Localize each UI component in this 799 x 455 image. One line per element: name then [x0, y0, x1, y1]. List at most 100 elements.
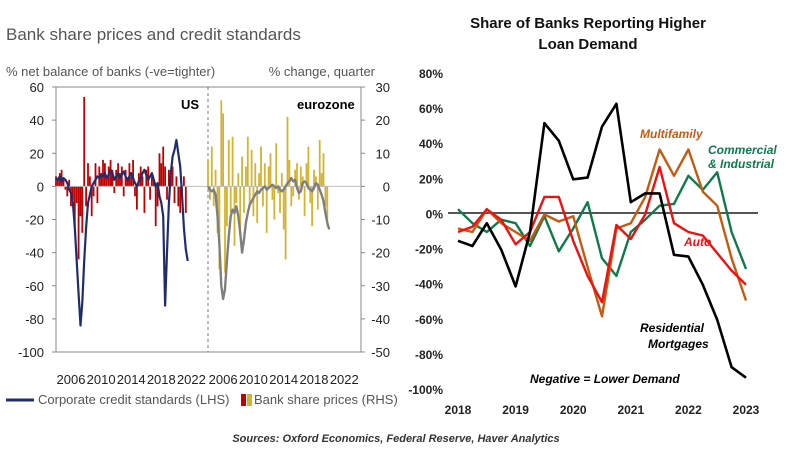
- bar-US-53: [154, 186, 157, 227]
- right-y-tick-6: -30: [371, 279, 390, 294]
- line-auto: [457, 165, 747, 304]
- bar-eurozone-8: [222, 113, 224, 187]
- series-label-multifamily: Multifamily: [640, 127, 704, 141]
- bar-US-63: [173, 186, 176, 203]
- bar-US-15: [83, 96, 86, 187]
- bar-US-24: [100, 173, 102, 187]
- bar-US-17: [87, 163, 89, 187]
- bar-US-27: [105, 176, 108, 187]
- left-y-tick-6: -60: [25, 279, 44, 294]
- bar-eurozone-57: [315, 176, 317, 187]
- bar-US-40: [130, 176, 133, 187]
- bar-eurozone-7: [220, 100, 223, 187]
- left-y-tick-0: 60: [30, 80, 44, 95]
- bar-US-4: [62, 179, 65, 187]
- bar-US-6: [66, 186, 69, 197]
- series-label-auto: Auto: [683, 235, 711, 249]
- bar-eurozone-11: [227, 140, 230, 187]
- bar-US-11: [75, 186, 78, 203]
- bar-eurozone-3: [212, 186, 215, 207]
- legend-label-bank: Bank share prices (RHS): [254, 392, 398, 407]
- bar-US-60: [168, 169, 170, 187]
- bar-eurozone-36: [275, 143, 278, 187]
- bar-eurozone-10: [226, 186, 228, 227]
- bar-US-46: [141, 176, 144, 187]
- left-chart-title: Bank share prices and credit standards: [6, 25, 301, 44]
- right-y-ticks-group: 80% 60% 40% 20% 0% -20% -40% -60% -80% -100%: [408, 67, 443, 397]
- bar-eurozone-1: [209, 186, 211, 200]
- bar-US-22: [96, 186, 99, 203]
- left-y-tick-2: 20: [30, 146, 44, 161]
- region-label-eurozone: eurozone: [297, 97, 355, 112]
- bar-eurozone-58: [316, 186, 319, 210]
- bar-US-58: [164, 166, 166, 187]
- bar-US-10: [73, 186, 76, 227]
- right-y-tick-5: -20: [371, 246, 390, 261]
- bar-US-49: [147, 166, 150, 187]
- bar-eurozone-12: [229, 186, 232, 213]
- bar-eurozone-32: [267, 166, 270, 187]
- right-chart-x-tick-0: 2018: [445, 403, 472, 417]
- right-y-tick-3: 0: [383, 179, 390, 194]
- bar-US-43: [136, 186, 138, 210]
- right-y-tick-2: 10: [376, 146, 390, 161]
- right-y-tick-0: 30: [376, 80, 390, 95]
- right-x-ticks: 2018 2019 2020 2021 2022 2023: [445, 403, 760, 417]
- left-x-tick-5: 2006: [209, 372, 238, 387]
- right-chart-title-line-1: Share of Banks Reporting Higher: [470, 15, 706, 32]
- bar-eurozone-50: [301, 176, 304, 187]
- bar-eurozone-61: [322, 153, 325, 187]
- bar-US-48: [145, 169, 148, 187]
- bar-US-31: [113, 186, 116, 193]
- bar-US-54: [156, 186, 159, 207]
- bar-US-51: [151, 176, 153, 187]
- bar-eurozone-4: [214, 169, 217, 187]
- bar-eurozone-16: [237, 173, 240, 187]
- right-y-tick-1: 20: [376, 113, 390, 128]
- legend-swatch-bank-us: [241, 394, 246, 406]
- bar-eurozone-56: [313, 169, 315, 187]
- right-chart-y-tick-2: 40%: [419, 137, 443, 151]
- bar-eurozone-38: [279, 186, 281, 213]
- right-chart-y-tick-9: -100%: [408, 383, 443, 397]
- bar-US-2: [58, 173, 61, 187]
- bar-US-38: [126, 179, 129, 187]
- bar-eurozone-15: [235, 186, 238, 203]
- left-x-tick-9: 2022: [330, 372, 359, 387]
- bar-eurozone-60: [320, 173, 323, 187]
- bar-eurozone-55: [311, 186, 313, 227]
- bar-eurozone-0: [207, 159, 209, 187]
- bar-US-9: [72, 186, 74, 200]
- bar-eurozone-39: [280, 173, 283, 187]
- bar-eurozone-62: [324, 186, 327, 207]
- bar-eurozone-30: [263, 163, 266, 187]
- bar-US-1: [57, 179, 59, 187]
- negative-note: Negative = Lower Demand: [530, 372, 680, 386]
- bar-eurozone-43: [288, 159, 291, 187]
- left-x-tick-2: 2014: [117, 372, 146, 387]
- bar-US-16: [85, 186, 87, 207]
- bar-eurozone-9: [224, 186, 226, 273]
- bar-US-36: [122, 186, 125, 197]
- bar-US-50: [149, 186, 151, 200]
- right-y-tick-7: -40: [371, 312, 390, 327]
- left-x-tick-4: 2022: [177, 372, 206, 387]
- bar-US-65: [177, 186, 180, 207]
- region-label-us: US: [181, 97, 199, 112]
- bar-US-47: [143, 186, 146, 213]
- bar-eurozone-13: [231, 136, 234, 187]
- bar-US-30: [111, 169, 114, 187]
- bar-US-62: [171, 166, 174, 187]
- bar-eurozone-28: [260, 146, 262, 187]
- line-credit-standards-eurozone: [206, 176, 331, 301]
- left-y-tick-7: -80: [25, 312, 44, 327]
- right-chart-y-tick-4: 0%: [426, 207, 444, 221]
- right-chart-y-tick-1: 60%: [419, 102, 443, 116]
- bar-eurozone-24: [252, 186, 255, 217]
- bar-eurozone-41: [284, 186, 287, 260]
- right-chart-y-tick-3: 20%: [419, 172, 443, 186]
- bar-eurozone-63: [326, 186, 329, 227]
- bar-US-25: [102, 159, 104, 187]
- left-x-ticks: 2006 2010 2014 2018 2022 2006 2010 2014 2018 2022: [57, 372, 359, 387]
